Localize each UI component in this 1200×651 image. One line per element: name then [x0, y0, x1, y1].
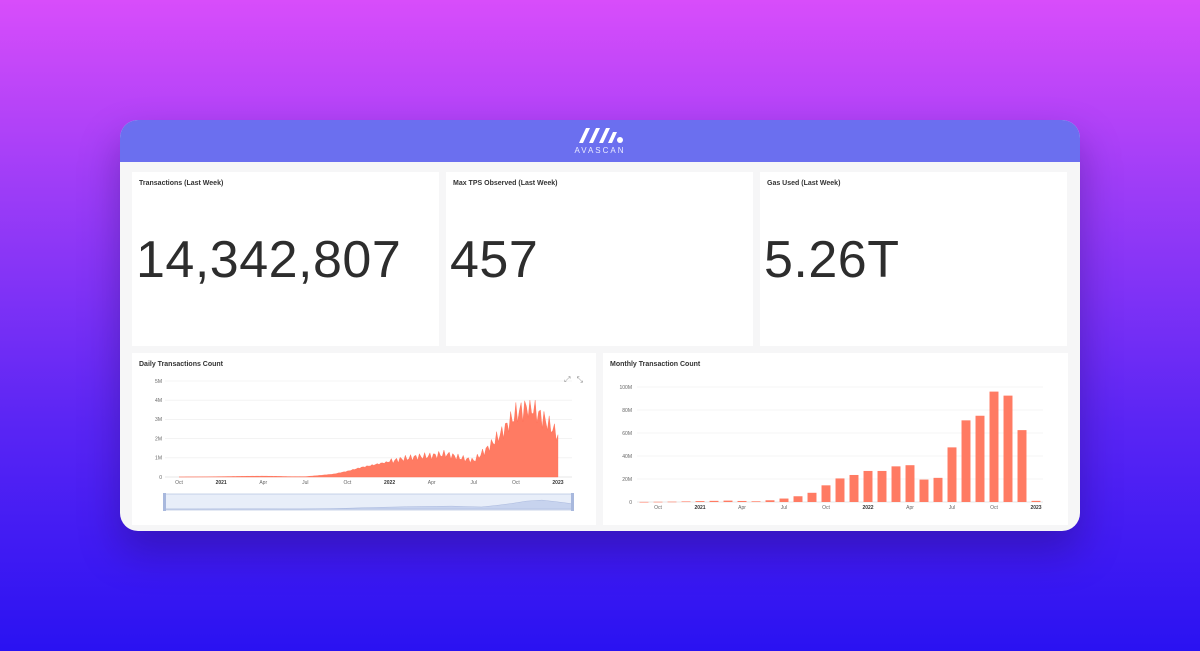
dashboard-card: AVASCAN Transactions (Last Week) 14,342,… [120, 120, 1080, 531]
stat-value: 14,342,807 [136, 231, 402, 289]
x-tick-label: 2022 [862, 505, 873, 511]
stat-title: Max TPS Observed (Last Week) [453, 180, 558, 187]
x-tick-label: Oct [344, 480, 352, 486]
y-tick-label: 20M [622, 477, 632, 483]
x-tick-label: Jul [471, 480, 477, 486]
x-tick-label: Oct [654, 505, 662, 511]
y-tick-label: 100M [619, 385, 632, 391]
y-tick-label: 0 [629, 500, 632, 506]
x-tick-label: Apr [906, 505, 914, 511]
x-tick-label: Jul [781, 505, 787, 511]
monthly-bar [807, 492, 817, 502]
panel-title: Monthly Transaction Count [610, 361, 701, 368]
x-tick-label: Oct [822, 505, 830, 511]
x-tick-label: 2021 [216, 480, 227, 486]
stat-card-transactions: Transactions (Last Week) 14,342,807 [132, 172, 439, 346]
x-tick-label: Apr [259, 480, 267, 486]
monthly-bar [835, 478, 845, 502]
x-tick-label: Oct [990, 505, 998, 511]
x-tick-label: 2021 [694, 505, 705, 511]
zoom-slider-preview [164, 499, 573, 510]
y-tick-label: 2M [155, 436, 162, 442]
header-bar: AVASCAN [120, 120, 1080, 162]
monthly-bar [1031, 500, 1041, 502]
stat-title: Gas Used (Last Week) [767, 180, 841, 187]
x-tick-label: 2022 [384, 480, 395, 486]
y-tick-label: 5M [155, 379, 162, 385]
x-tick-label: Jul [949, 505, 955, 511]
stat-card-gas-used: Gas Used (Last Week) 5.26T [760, 172, 1067, 346]
monthly-bar [961, 420, 971, 502]
monthly-bar [849, 474, 859, 502]
y-tick-label: 80M [622, 408, 632, 414]
monthly-bar [1003, 395, 1013, 502]
stat-value: 5.26T [764, 231, 900, 289]
x-tick-label: Oct [175, 480, 183, 486]
daily-series-area [178, 400, 559, 478]
stat-card-max-tps: Max TPS Observed (Last Week) 457 [446, 172, 753, 346]
panel-title: Daily Transactions Count [139, 361, 224, 368]
monthly-bar [681, 501, 691, 503]
monthly-bar [821, 485, 831, 502]
daily-transactions-panel: Daily Transactions Count ⤢ ⤡ 0 1M 2M 3M 4M 5M… [132, 353, 596, 525]
monthly-bar [947, 447, 957, 502]
monthly-bar [695, 501, 705, 502]
y-tick-label: 0 [159, 475, 162, 481]
monthly-bar [639, 501, 649, 503]
monthly-bar [975, 415, 985, 502]
monthly-bar [1017, 430, 1027, 502]
x-tick-label: 2023 [1030, 505, 1041, 511]
monthly-bar [765, 500, 775, 502]
brand-name: AVASCAN [574, 146, 626, 155]
monthly-bar [723, 500, 733, 502]
x-tick-label: 2023 [552, 480, 563, 486]
zoom-handle-right [571, 493, 574, 511]
monthly-bar [905, 465, 915, 502]
monthly-bar [933, 477, 943, 502]
monthly-bar [779, 498, 789, 502]
y-tick-label: 4M [155, 398, 162, 404]
x-tick-label: Apr [428, 480, 436, 486]
monthly-transactions-chart[interactable]: 0 20M 40M 60M 80M 100M Oct 2021 Apr Jul Oct 2022 Apr… [603, 353, 1068, 525]
monthly-transactions-panel: Monthly Transaction Count 0 20M 40M 60M 80M 1… [603, 353, 1068, 525]
zoom-handle-left [163, 493, 166, 511]
stat-value: 457 [450, 231, 539, 289]
monthly-bar [709, 500, 719, 502]
x-tick-label: Apr [738, 505, 746, 511]
stat-title: Transactions (Last Week) [139, 180, 224, 187]
monthly-bar [891, 466, 901, 502]
monthly-bar [667, 501, 677, 503]
y-tick-label: 40M [622, 454, 632, 460]
monthly-bar [919, 479, 929, 502]
monthly-bar [751, 501, 761, 502]
y-tick-label: 3M [155, 417, 162, 423]
y-tick-label: 1M [155, 456, 162, 462]
monthly-bar [793, 496, 803, 502]
avascan-logo-icon[interactable] [577, 125, 625, 145]
monthly-bar [653, 501, 663, 503]
y-tick-label: 60M [622, 431, 632, 437]
x-tick-label: Oct [512, 480, 520, 486]
daily-transactions-chart[interactable]: 0 1M 2M 3M 4M 5M Oct 2021 Apr Jul Oct 2022 Apr Jul Oct… [132, 353, 596, 525]
monthly-bar [877, 470, 887, 502]
monthly-bar [989, 391, 999, 502]
monthly-bar [863, 470, 873, 502]
monthly-bar [737, 500, 747, 502]
x-tick-label: Jul [302, 480, 308, 486]
zoom-toolbox-icon[interactable]: ⤢ ⤡ [564, 375, 586, 384]
